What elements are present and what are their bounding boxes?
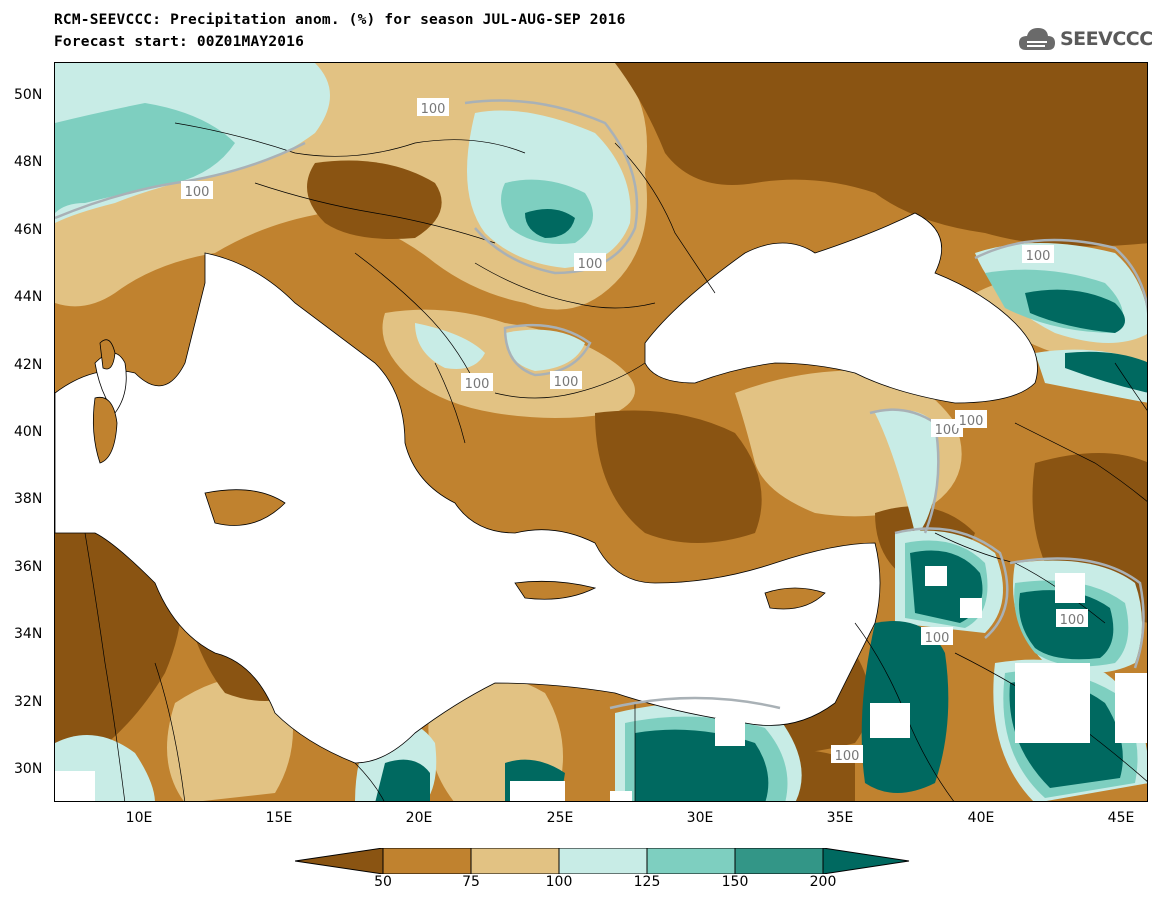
contour-100 [55,99,1147,710]
svg-text:100: 100 [935,423,960,438]
svg-text:100: 100 [185,185,210,200]
svg-text:100: 100 [421,102,446,117]
svg-text:100: 100 [1060,613,1085,628]
contour-label: 100 [1022,245,1054,264]
colorbar-segment [646,848,736,874]
svg-text:100: 100 [959,414,984,429]
svg-text:100: 100 [465,377,490,392]
colorbar-tick: 125 [633,874,661,890]
masked-areas [55,566,1147,801]
svg-text:100: 100 [1026,249,1051,264]
contour-label: 100 [1056,609,1088,628]
colorbar-segment [382,848,472,874]
map-title: RCM-SEEVCCC: Precipitation anom. (%) for… [54,12,626,28]
lat-label: 30N [14,761,43,777]
colorbar-segment [822,848,910,874]
islands [92,339,826,610]
colorbar-segment [558,848,648,874]
contour-label: 100 [461,373,493,392]
colorbar [295,848,910,874]
contour-label: 100 [955,410,987,429]
contour-label: 100 [574,253,606,272]
colorbar-tick: 50 [374,874,392,890]
lon-label: 30E [686,810,714,826]
lat-label: 32N [14,694,43,710]
contour-label: 100 [921,627,953,646]
forecast-start: Forecast start: 00Z01MAY2016 [54,34,305,50]
cloud-icon [1019,28,1055,50]
contour-label: 100 [550,371,582,390]
contour-label: 100 [181,181,213,200]
svg-text:100: 100 [578,257,603,272]
lon-label: 45E [1107,810,1135,826]
colorbar-segment [734,848,824,874]
lat-label: 46N [14,222,43,238]
colorbar-segment [295,848,384,874]
lon-label: 25E [546,810,574,826]
lon-label: 10E [125,810,153,826]
lon-label: 20E [405,810,433,826]
lat-label: 36N [14,559,43,575]
lon-label: 35E [826,810,854,826]
colorbar-segment [470,848,560,874]
contour-label: 100 [831,745,863,764]
map-area: 100 100 100 100 100 100 100 100 100 100 … [54,62,1148,802]
colorbar-tick: 100 [545,874,573,890]
anomaly-map: 100 100 100 100 100 100 100 100 100 100 … [55,63,1147,801]
svg-text:100: 100 [835,749,860,764]
contour-label: 100 [417,98,449,117]
logo-text: SEEVCCC [1060,28,1153,50]
sea-areas [55,212,1038,764]
contour-labels: 100 100 100 100 100 100 100 100 100 100 … [181,98,1088,764]
colorbar-tick: 75 [462,874,480,890]
lat-label: 34N [14,626,43,642]
lat-label: 38N [14,491,43,507]
lon-label: 15E [265,810,293,826]
contour-label: 100 [931,419,963,438]
colorbar-tick: 200 [809,874,837,890]
svg-text:100: 100 [925,631,950,646]
lat-label: 44N [14,289,43,305]
svg-text:100: 100 [554,375,579,390]
lat-label: 40N [14,424,43,440]
lat-label: 42N [14,357,43,373]
lat-label: 50N [14,87,43,103]
colorbar-tick: 150 [721,874,749,890]
seevccc-logo: SEEVCCC [1018,24,1153,54]
lat-label: 48N [14,154,43,170]
lon-label: 40E [967,810,995,826]
